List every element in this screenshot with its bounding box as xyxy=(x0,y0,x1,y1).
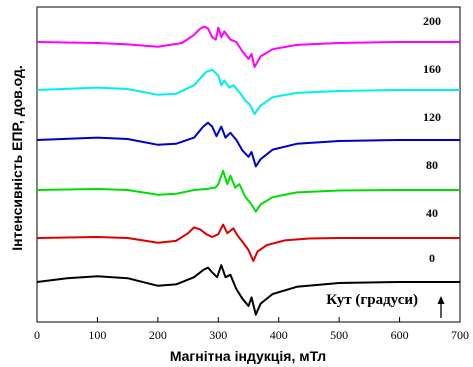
x-tick-label: 500 xyxy=(330,328,348,342)
x-tick-label: 300 xyxy=(209,328,227,342)
x-axis-title: Магнітна індукція, мТл xyxy=(170,348,326,364)
x-tick-label: 600 xyxy=(391,328,409,342)
series-line-200 xyxy=(36,25,460,68)
x-ticks: 0 100 200 300 400 500 600 700 xyxy=(34,317,469,342)
x-tick-label: 0 xyxy=(34,328,40,342)
series-line-80 xyxy=(36,169,460,213)
series-line-120 xyxy=(36,121,460,168)
series-label-120: 120 xyxy=(423,110,441,124)
series-label-160: 160 xyxy=(423,62,441,76)
series-label-80: 80 xyxy=(426,158,438,172)
plot-frame xyxy=(36,6,461,323)
series-line-160 xyxy=(36,68,460,115)
x-tick-label: 400 xyxy=(270,328,288,342)
x-tick-label: 700 xyxy=(451,328,469,342)
series-lines xyxy=(36,25,460,316)
series-labels: 200 160 120 80 40 0 xyxy=(423,14,441,265)
angle-annotation: Кут (градуси) xyxy=(326,292,418,308)
y-axis-title: Інтенсивність ЕПР, дов.од. xyxy=(9,65,25,251)
series-label-200: 200 xyxy=(423,14,441,28)
x-tick-label: 100 xyxy=(88,328,106,342)
series-line-40 xyxy=(36,223,460,262)
series-label-40: 40 xyxy=(426,206,438,220)
x-tick-label: 200 xyxy=(149,328,167,342)
series-line-0 xyxy=(36,264,460,316)
up-arrow-icon xyxy=(437,296,445,318)
series-label-0: 0 xyxy=(429,251,435,265)
